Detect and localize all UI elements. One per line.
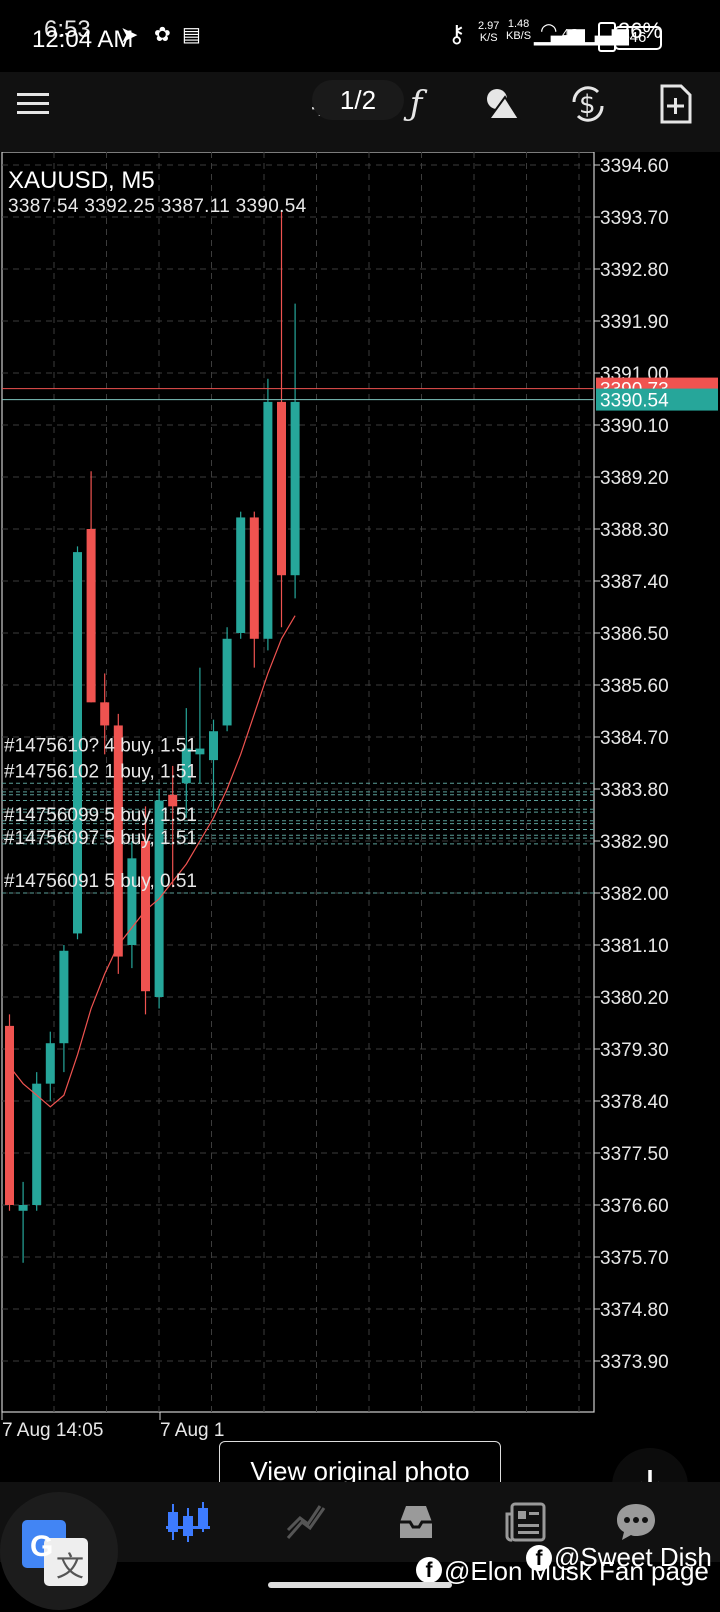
candle-bearish	[86, 529, 96, 703]
bottom-navigation	[0, 1482, 720, 1562]
battery-percent: 26%	[618, 18, 663, 43]
candle-bearish	[168, 794, 178, 807]
watermark-elon-fan-page: @Elon Musk Fan page	[444, 1556, 709, 1586]
y-tick-label: 3390.10	[600, 416, 669, 437]
candle-bullish	[45, 1043, 55, 1084]
order-label: #14756102 1 buy, 1.51	[4, 761, 197, 782]
y-tick-label: 3389.20	[600, 468, 669, 489]
y-tick-label: 3377.50	[600, 1144, 669, 1165]
facebook-icon: f	[416, 1557, 442, 1583]
x-tick-label: 7 Aug 1	[160, 1420, 224, 1441]
candle-bullish	[73, 552, 82, 934]
add-document-icon[interactable]	[652, 80, 700, 128]
hamburger-icon[interactable]	[10, 80, 58, 128]
order-label: #14756097 5 buy, 1.51	[4, 828, 197, 849]
svg-text:G: G	[30, 1530, 53, 1563]
candle-bullish	[32, 1083, 42, 1205]
y-tick-label: 3385.60	[600, 676, 669, 697]
y-tick-label: 3376.60	[600, 1196, 669, 1217]
y-tick-label: 3373.90	[600, 1352, 669, 1373]
x-tick-label: 7 Aug 14:05	[2, 1420, 103, 1441]
chart-icon[interactable]	[278, 1494, 334, 1550]
y-tick-label: 3383.80	[600, 780, 669, 801]
candle-bearish	[113, 725, 123, 957]
y-tick-label: 3379.30	[600, 1040, 669, 1061]
moving-average-line	[9, 615, 296, 1108]
y-tick-label: 3392.80	[600, 260, 669, 281]
home-indicator[interactable]	[268, 1582, 452, 1588]
y-tick-label: 3378.40	[600, 1092, 669, 1113]
candle-bullish	[222, 638, 232, 726]
candle-bullish	[181, 748, 191, 784]
news-icon[interactable]	[498, 1494, 554, 1550]
calendar-icon: ▤	[182, 24, 201, 46]
signal-icon: ▁▃▅	[534, 20, 585, 45]
y-tick-label: 3387.40	[600, 572, 669, 593]
candle-bearish	[100, 702, 110, 726]
bid-price-tag-bg	[596, 388, 718, 411]
candle-bearish	[249, 517, 259, 639]
order-label: #14756099 5 buy, 1.51	[4, 805, 197, 826]
quotes-icon[interactable]	[160, 1494, 216, 1550]
candle-bullish	[127, 858, 137, 945]
status-time-background: 6:53	[44, 16, 91, 43]
function-icon[interactable]: ƒ	[409, 84, 423, 124]
chart-ohlc: 3387.54 3392.25 3387.11 3390.54	[8, 196, 307, 217]
trade-icon[interactable]	[388, 1494, 444, 1550]
order-label: #14756091 5 buy, 0.51	[4, 871, 197, 892]
svg-text:文: 文	[56, 1550, 84, 1583]
candle-bearish	[5, 1025, 14, 1205]
facebook-icon: f	[526, 1545, 552, 1571]
wifi-icon: ◠	[540, 20, 558, 42]
candle-bullish	[263, 401, 273, 639]
y-tick-label: 3386.50	[600, 624, 669, 645]
candle-bullish	[18, 1205, 28, 1211]
y-tick-label: 3374.80	[600, 1300, 669, 1321]
net-speed-2: 1.48 KB/S	[506, 18, 532, 42]
y-tick-label: 3394.60	[600, 156, 669, 177]
candle-bullish	[290, 401, 300, 576]
battery-front-icon: 46	[614, 26, 662, 50]
candle-bearish	[141, 841, 150, 992]
page-indicator: 1/2	[312, 80, 404, 120]
candle-bearish	[277, 401, 286, 576]
watermark-sweet-dish: @Sweet Dish	[554, 1542, 712, 1572]
candle-bullish	[59, 950, 69, 1044]
y-tick-label: 3393.70	[600, 208, 669, 229]
shapes-icon[interactable]	[478, 80, 526, 128]
chart-area[interactable]: 3394.60 3393.70 3392.80 3391.90 3391.00 3390.…	[0, 152, 720, 1482]
y-tick-label: 3381.10	[600, 936, 669, 957]
net-speed: 2.97 K/S	[478, 20, 500, 44]
chat-icon[interactable]	[608, 1494, 664, 1550]
y-tick-label: 3375.70	[600, 1248, 669, 1269]
notification-icon: ➤	[120, 22, 139, 47]
svg-text:$: $	[579, 90, 596, 120]
status-time: 12:04 AM	[32, 26, 134, 53]
candlestick-chart[interactable]: 3394.603393.703392.803391.903391.003390.…	[0, 152, 720, 1482]
y-tick-label: 3384.70	[600, 728, 669, 749]
status-bar: 6:53 12:04 AM ➤ ✿ ▤ ⚷ 2.97 K/S 1.48 KB/S ▁…	[0, 0, 720, 72]
candle-bullish	[195, 748, 205, 755]
candle-bullish	[236, 517, 246, 633]
chart-frame	[1, 152, 595, 1413]
signal-icon-2: ▁▃▅	[578, 20, 629, 45]
dollar-cycle-icon[interactable]: $	[564, 80, 612, 128]
y-tick-label: 3380.20	[600, 988, 669, 1009]
order-label: #1475610? 4 buy, 1.51	[4, 735, 197, 756]
y-tick-label: 3391.90	[600, 312, 669, 333]
chart-symbol: XAUUSD, M5	[8, 167, 155, 194]
y-tick-label: 3382.90	[600, 832, 669, 853]
settings-icon: ✿	[154, 24, 171, 46]
y-tick-label: 3382.00	[600, 884, 669, 905]
bid-price-tag: 3390.54	[600, 391, 669, 412]
candle-bullish	[209, 731, 218, 761]
y-tick-label: 3388.30	[600, 520, 669, 541]
key-icon: ⚷	[448, 21, 466, 48]
network-type: 4G	[562, 26, 580, 41]
